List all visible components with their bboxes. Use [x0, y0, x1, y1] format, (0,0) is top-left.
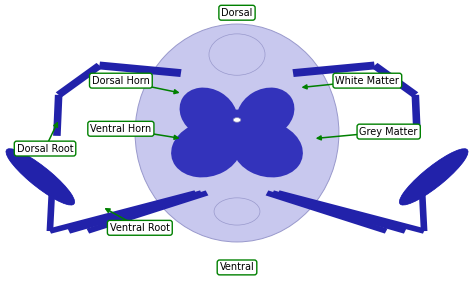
Circle shape — [233, 118, 241, 122]
Polygon shape — [372, 63, 418, 97]
Ellipse shape — [180, 87, 237, 139]
Ellipse shape — [214, 198, 260, 225]
Ellipse shape — [223, 110, 251, 148]
Text: Grey Matter: Grey Matter — [359, 127, 418, 137]
Ellipse shape — [232, 121, 303, 177]
Text: Ventral Root: Ventral Root — [110, 223, 170, 233]
Polygon shape — [49, 190, 197, 234]
Polygon shape — [86, 190, 209, 233]
Polygon shape — [68, 190, 202, 234]
Polygon shape — [277, 190, 425, 234]
Ellipse shape — [6, 149, 74, 205]
Text: Dorsal: Dorsal — [221, 8, 253, 18]
Polygon shape — [292, 61, 375, 77]
Ellipse shape — [209, 34, 265, 75]
Ellipse shape — [135, 24, 339, 242]
Text: White Matter: White Matter — [336, 76, 399, 86]
Polygon shape — [46, 187, 55, 231]
Text: Ventral Horn: Ventral Horn — [90, 124, 152, 134]
Ellipse shape — [237, 87, 294, 139]
Polygon shape — [99, 61, 182, 77]
Ellipse shape — [400, 149, 468, 205]
Polygon shape — [411, 95, 421, 136]
Polygon shape — [53, 95, 63, 136]
Ellipse shape — [171, 121, 242, 177]
Polygon shape — [419, 187, 428, 231]
Text: Dorsal Horn: Dorsal Horn — [92, 76, 150, 86]
Polygon shape — [56, 63, 102, 97]
Text: Ventral: Ventral — [219, 262, 255, 273]
Polygon shape — [272, 190, 406, 234]
Polygon shape — [265, 190, 388, 233]
Text: Dorsal Root: Dorsal Root — [17, 143, 73, 154]
